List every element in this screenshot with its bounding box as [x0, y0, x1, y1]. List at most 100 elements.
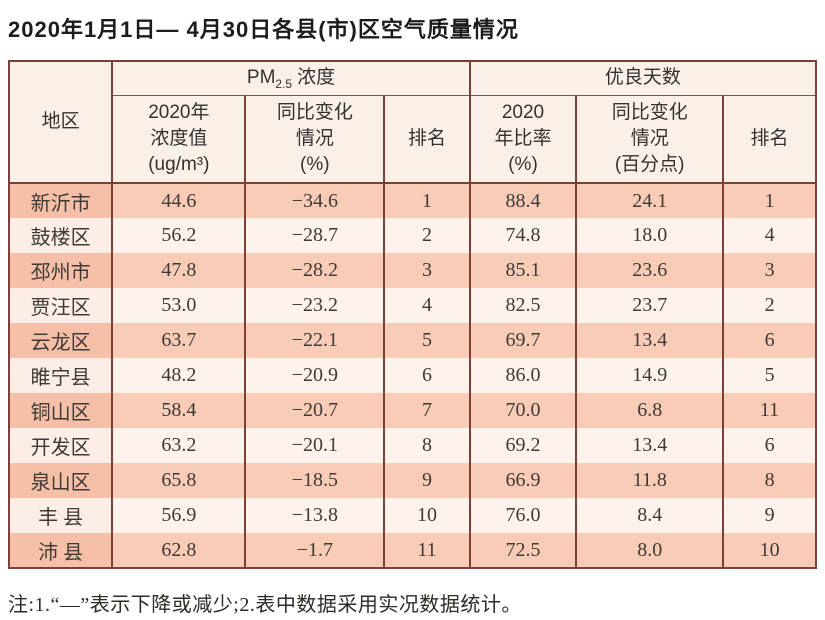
region-cell: 铜山区 — [7, 393, 114, 428]
table-row: 云龙区 63.7 −22.1 5 69.7 13.4 6 — [7, 323, 817, 358]
pm25-rank-cell: 6 — [383, 358, 471, 393]
ratio-value-cell: 86.0 — [468, 358, 578, 393]
ratio-change-cell: 14.9 — [575, 358, 725, 393]
header-good-days-group: 优良天数 — [468, 61, 818, 96]
pm25-value-cell: 63.7 — [111, 323, 247, 358]
ratio-rank-cell: 6 — [722, 428, 817, 463]
pm25-change-cell: −13.8 — [244, 498, 386, 533]
header-sub-row: 2020年 浓度值 (ug/m³) 同比变化 情况 (%) 排名 2020 年比… — [9, 95, 817, 184]
ratio-value-cell: 72.5 — [468, 533, 578, 568]
header-region: 地区 — [7, 61, 114, 184]
pm25-rank-cell: 8 — [383, 428, 471, 463]
region-cell: 睢宁县 — [7, 358, 114, 393]
pm25-value-cell: 48.2 — [111, 358, 247, 393]
ratio-rank-cell: 6 — [722, 323, 817, 358]
ratio-rank-cell: 9 — [722, 498, 817, 533]
pm25-value-cell: 53.0 — [111, 288, 247, 323]
ratio-change-cell: 24.1 — [575, 183, 725, 218]
pm25-rank-cell: 10 — [383, 498, 471, 533]
region-cell: 鼓楼区 — [7, 218, 114, 253]
ratio-rank-cell: 8 — [722, 463, 817, 498]
pm25-change-cell: −20.9 — [244, 358, 386, 393]
pm25-change-cell: −20.7 — [244, 393, 386, 428]
ratio-rank-cell: 2 — [722, 288, 817, 323]
header-ratio-rank: 排名 — [722, 95, 817, 184]
pm25-change-cell: −18.5 — [244, 463, 386, 498]
ratio-value-cell: 69.7 — [468, 323, 578, 358]
ratio-change-cell: 23.6 — [575, 253, 725, 288]
ratio-rank-cell: 11 — [722, 393, 817, 428]
pm25-rank-cell: 7 — [383, 393, 471, 428]
pm25-value-cell: 63.2 — [111, 428, 247, 463]
ratio-value-cell: 76.0 — [468, 498, 578, 533]
pm25-rank-cell: 4 — [383, 288, 471, 323]
table-row: 丰 县 56.9 −13.8 10 76.0 8.4 9 — [7, 498, 817, 533]
ratio-rank-cell: 5 — [722, 358, 817, 393]
region-cell: 泉山区 — [7, 463, 114, 498]
table-row: 泉山区 65.8 −18.5 9 66.9 11.8 8 — [7, 463, 817, 498]
pm25-change-cell: −20.1 — [244, 428, 386, 463]
footnote: 注:1.“—”表示下降或减少;2.表中数据采用实况数据统计。 — [8, 594, 522, 616]
ratio-change-cell: 11.8 — [575, 463, 725, 498]
ratio-change-cell: 13.4 — [575, 428, 725, 463]
ratio-change-cell: 18.0 — [575, 218, 725, 253]
ratio-change-cell: 13.4 — [575, 323, 725, 358]
header-pm25-change: 同比变化 情况 (%) — [244, 95, 386, 184]
pm25-change-cell: −28.7 — [244, 218, 386, 253]
pm25-value-cell: 44.6 — [111, 183, 247, 218]
ratio-change-cell: 23.7 — [575, 288, 725, 323]
ratio-value-cell: 70.0 — [468, 393, 578, 428]
region-cell: 开发区 — [7, 428, 114, 463]
header-ratio-change: 同比变化 情况 (百分点) — [575, 95, 725, 184]
ratio-value-cell: 74.8 — [468, 218, 578, 253]
ratio-change-cell: 8.4 — [575, 498, 725, 533]
air-quality-table: 地区 PM2.5 浓度 优良天数 2020年 浓度值 (ug/m³) 同比变化 情… — [7, 60, 818, 569]
header-pm25-value: 2020年 浓度值 (ug/m³) — [111, 95, 247, 184]
header-pm25-group: PM2.5 浓度 — [111, 61, 471, 96]
table-row: 睢宁县 48.2 −20.9 6 86.0 14.9 5 — [7, 358, 817, 393]
region-cell: 邳州市 — [7, 253, 114, 288]
ratio-rank-cell: 3 — [722, 253, 817, 288]
ratio-rank-cell: 4 — [722, 218, 817, 253]
pm25-value-cell: 65.8 — [111, 463, 247, 498]
pm25-value-cell: 47.8 — [111, 253, 247, 288]
table-row: 开发区 63.2 −20.1 8 69.2 13.4 6 — [7, 428, 817, 463]
pm25-rank-cell: 11 — [383, 533, 471, 568]
pm25-label-prefix: PM — [246, 66, 276, 88]
ratio-value-cell: 66.9 — [468, 463, 578, 498]
table-row: 铜山区 58.4 −20.7 7 70.0 6.8 11 — [7, 393, 817, 428]
ratio-rank-cell: 1 — [722, 183, 817, 218]
pm25-label-subscript: 2.5 — [275, 76, 293, 91]
pm25-change-cell: −34.6 — [244, 183, 386, 218]
region-cell: 云龙区 — [7, 323, 114, 358]
header-group-row: 地区 PM2.5 浓度 优良天数 — [7, 61, 818, 184]
pm25-value-cell: 58.4 — [111, 393, 247, 428]
pm25-value-cell: 56.9 — [111, 498, 247, 533]
region-cell: 丰 县 — [7, 498, 114, 533]
region-cell: 沛 县 — [7, 533, 114, 568]
pm25-rank-cell: 9 — [383, 463, 471, 498]
header-ratio-value: 2020 年比率 (%) — [468, 95, 578, 184]
pm25-value-cell: 62.8 — [111, 533, 247, 568]
table-row: 邳州市 47.8 −28.2 3 85.1 23.6 3 — [7, 253, 817, 288]
pm25-rank-cell: 2 — [383, 218, 471, 253]
pm25-rank-cell: 5 — [383, 323, 471, 358]
pm25-label-suffix: 浓度 — [297, 66, 336, 88]
ratio-value-cell: 82.5 — [468, 288, 578, 323]
pm25-change-cell: −1.7 — [244, 533, 386, 568]
ratio-rank-cell: 10 — [722, 533, 817, 568]
header-pm25-rank: 排名 — [383, 95, 471, 184]
table-row: 新沂市 44.6 −34.6 1 88.4 24.1 1 — [7, 183, 817, 218]
pm25-change-cell: −22.1 — [244, 323, 386, 358]
pm25-value-cell: 56.2 — [111, 218, 247, 253]
page-title: 2020年1月1日— 4月30日各县(市)区空气质量情况 — [8, 17, 519, 42]
region-cell: 贾汪区 — [7, 288, 114, 323]
pm25-rank-cell: 1 — [383, 183, 471, 218]
pm25-change-cell: −28.2 — [244, 253, 386, 288]
ratio-change-cell: 8.0 — [575, 533, 725, 568]
ratio-value-cell: 69.2 — [468, 428, 578, 463]
ratio-change-cell: 6.8 — [575, 393, 725, 428]
region-cell: 新沂市 — [7, 183, 114, 218]
ratio-value-cell: 88.4 — [468, 183, 578, 218]
